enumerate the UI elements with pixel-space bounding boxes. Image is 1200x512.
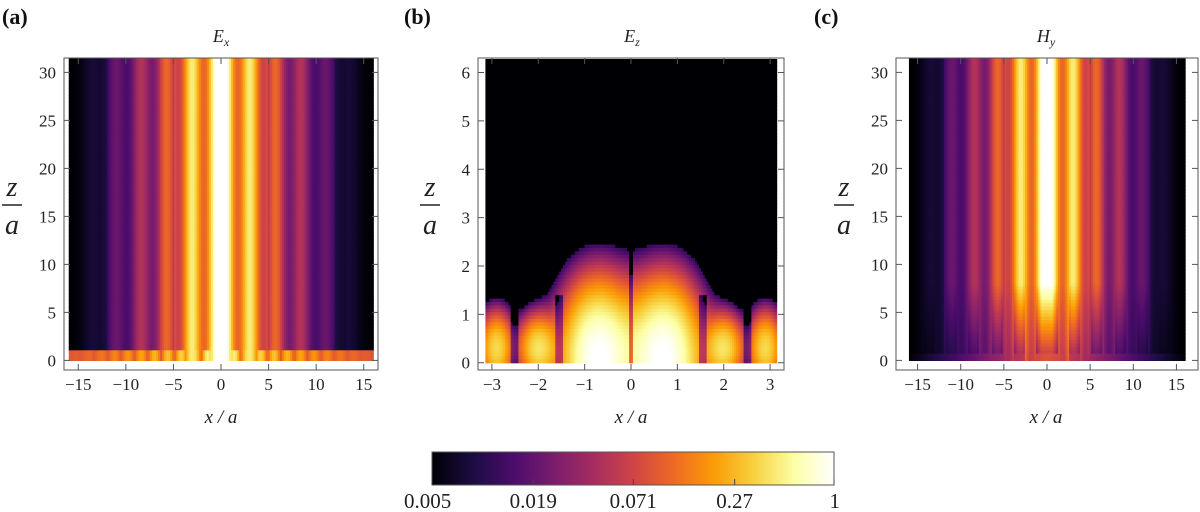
x-tick-label: 15 (1168, 375, 1185, 394)
panel-c-xlabel: x / a (1029, 407, 1063, 428)
y-tick-label: 5 (48, 303, 57, 322)
panel-a-ylabel: z a (2, 172, 22, 241)
y-tick-label: 5 (880, 303, 889, 322)
x-tick-label: 10 (308, 375, 325, 394)
x-tick-label: −15 (65, 375, 92, 394)
x-tick-label: −2 (529, 375, 547, 394)
y-tick-label: 2 (462, 257, 471, 276)
colorbar-tick-label: 0.019 (510, 489, 557, 512)
y-tick-label: 0 (462, 354, 471, 373)
panel-c-plot-area (896, 58, 1198, 370)
x-tick-label: 0 (217, 375, 226, 394)
panel-b: (b) Ez −3 −2 −1 0 1 2 3 0 1 2 3 4 5 6 x / a z a (404, 4, 785, 428)
x-tick-label: 15 (355, 375, 372, 394)
panel-b-ylabel-num: z (424, 172, 436, 203)
x-tick-label: 0 (627, 375, 636, 394)
x-tick-label: 1 (673, 375, 682, 394)
y-tick-label: 30 (871, 63, 888, 82)
x-tick-label: 5 (1086, 375, 1095, 394)
x-tick-label: −15 (904, 375, 931, 394)
y-tick-label: 0 (880, 351, 889, 370)
x-tick-label: −5 (995, 375, 1013, 394)
panel-c-axes: −15 −10 −5 0 5 10 15 0 5 10 15 20 25 30 (871, 58, 1198, 394)
y-tick-label: 30 (39, 63, 56, 82)
y-tick-label: 15 (39, 207, 56, 226)
x-tick-label: 10 (1125, 375, 1142, 394)
y-tick-label: 10 (39, 255, 56, 274)
y-tick-label: 1 (462, 305, 471, 324)
x-tick-label: −10 (113, 375, 140, 394)
x-tick-label: 2 (719, 375, 728, 394)
y-tick-label: 25 (39, 111, 56, 130)
panel-b-title: Ez (623, 26, 640, 49)
x-tick-label: 3 (766, 375, 775, 394)
y-tick-label: 10 (871, 255, 888, 274)
panel-a-ylabel-num: z (6, 172, 18, 203)
panel-b-label: (b) (404, 4, 431, 29)
panel-a-axes: −15 −10 −5 0 5 10 15 0 5 10 15 20 25 30 (39, 58, 378, 394)
panel-b-plot-area (478, 58, 784, 370)
x-tick-label: −10 (947, 375, 974, 394)
panel-a-xlabel: x / a (204, 407, 238, 428)
x-tick-label: −1 (576, 375, 594, 394)
x-tick-label: 0 (1043, 375, 1052, 394)
panel-a-label: (a) (2, 4, 28, 29)
colorbar-ticks: 0.005 0.019 0.071 0.27 1 (404, 479, 840, 512)
colorbar: 0.005 0.019 0.071 0.27 1 (404, 451, 840, 512)
panel-b-ylabel: z a (420, 172, 440, 241)
panel-c-label: (c) (814, 4, 838, 29)
panel-b-axes: −3 −2 −1 0 1 2 3 0 1 2 3 4 5 6 (462, 58, 784, 394)
x-tick-label: 5 (264, 375, 273, 394)
y-tick-label: 20 (39, 159, 56, 178)
y-tick-label: 0 (48, 351, 57, 370)
panel-b-xlabel: x / a (614, 407, 648, 428)
panel-a-plot-area (64, 58, 378, 370)
panel-c-title: Hy (1036, 26, 1056, 49)
y-tick-label: 15 (871, 207, 888, 226)
colorbar-tick-label: 0.071 (610, 489, 657, 512)
colorbar-tick-label: 0.005 (404, 489, 451, 512)
y-tick-label: 20 (871, 159, 888, 178)
panel-c-ylabel: z a (834, 172, 854, 241)
y-tick-label: 3 (462, 209, 471, 228)
panel-b-ylabel-den: a (423, 210, 437, 241)
y-tick-label: 25 (871, 111, 888, 130)
panel-a-ylabel-den: a (5, 210, 19, 241)
panel-a-title: Ex (212, 26, 230, 49)
y-tick-label: 5 (462, 112, 471, 131)
colorbar-tick-label: 1 (830, 489, 841, 512)
colorbar-tick-label: 0.27 (716, 489, 753, 512)
x-tick-label: −3 (483, 375, 501, 394)
y-tick-label: 6 (462, 64, 471, 83)
x-tick-label: −5 (164, 375, 182, 394)
y-tick-label: 4 (462, 160, 471, 179)
panel-c-ylabel-num: z (838, 172, 850, 203)
panel-c-ylabel-den: a (837, 210, 851, 241)
